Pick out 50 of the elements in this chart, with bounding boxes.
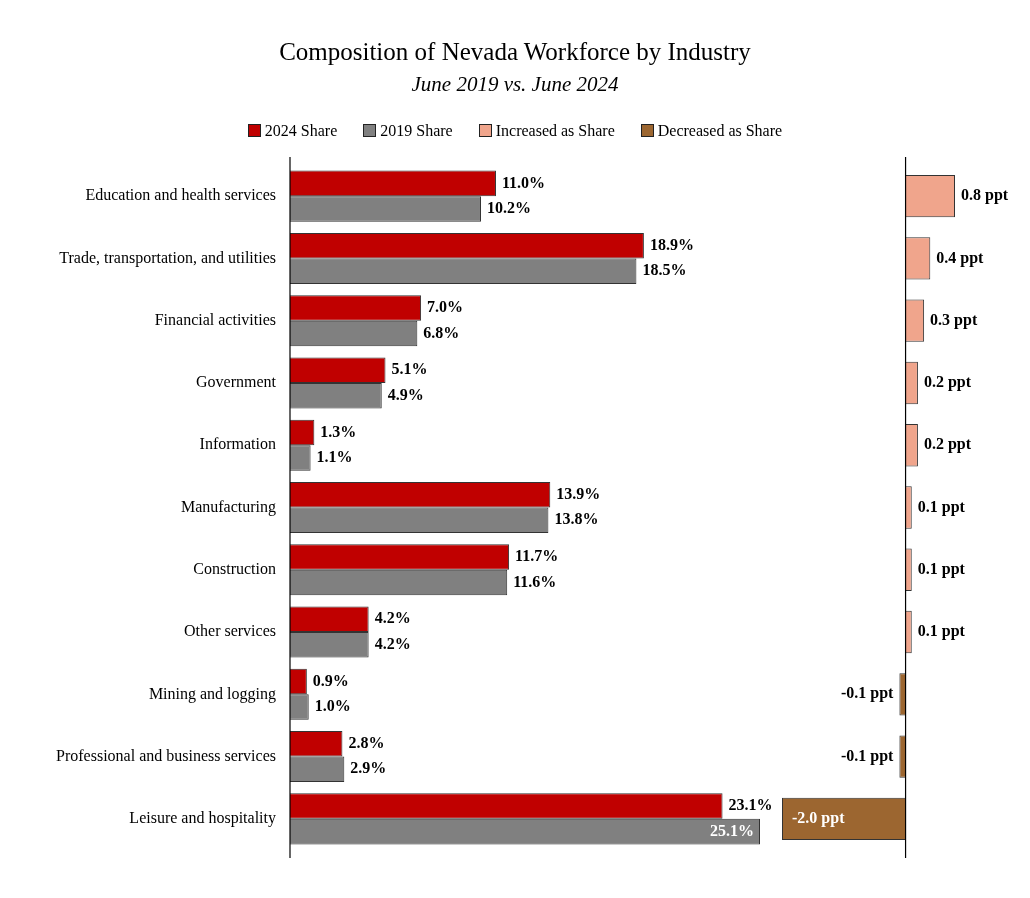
y-tick-label: Manufacturing	[180, 497, 276, 516]
data-label: 0.1 ppt	[917, 622, 966, 641]
data-label: -2.0 ppt	[792, 809, 846, 827]
y-tick-label: Mining and logging	[148, 684, 276, 703]
y-tick-label: Trade, transportation, and utilities	[59, 248, 276, 267]
data-label: -0.1 ppt	[840, 684, 895, 703]
y-tick-label: Education and health services	[85, 186, 276, 204]
data-label: 0.8 ppt	[961, 186, 1009, 205]
data-label: 18.9%	[649, 235, 694, 253]
data-label: 25.1%	[710, 821, 754, 839]
data-label: 4.9%	[387, 385, 424, 403]
y-tick-label: Leisure and hospitality	[129, 809, 276, 828]
chart-subtitle: June 2019 vs. June 2024	[410, 72, 620, 97]
data-label: 10.2%	[487, 199, 531, 217]
legend-label: 2019 Share	[379, 122, 453, 140]
data-label: 0.2 ppt	[923, 373, 972, 392]
y-tick-label: Construction	[193, 559, 276, 577]
data-label: 4.2%	[374, 634, 411, 652]
data-label: 2.9%	[350, 759, 387, 777]
data-label: 11.0%	[501, 173, 546, 191]
data-label: 11.6%	[513, 572, 557, 590]
data-label: 0.1 ppt	[917, 497, 966, 516]
data-label: 4.2%	[374, 609, 411, 627]
y-tick-label: Other services	[184, 622, 276, 640]
data-label: 13.8%	[554, 510, 599, 528]
y-tick-label: Government	[196, 373, 277, 391]
y-tick-label: Information	[199, 435, 276, 453]
data-label: 1.3%	[320, 422, 357, 440]
data-label: 0.3 ppt	[930, 310, 978, 329]
legend-label: 2024 Share	[263, 122, 338, 140]
data-label: 1.0%	[314, 697, 351, 715]
data-label: -0.1 ppt	[840, 746, 895, 765]
data-label: 2.8%	[348, 733, 385, 751]
data-label: 18.5%	[642, 261, 687, 279]
data-label: 13.9%	[556, 484, 601, 502]
chart-title: Composition of Nevada Workforce by Industry	[278, 38, 752, 66]
data-label: 6.8%	[423, 323, 460, 341]
y-tick-label: Professional and business services	[56, 746, 276, 764]
legend-label: Increased as Share	[494, 122, 615, 140]
legend-label: Decreased as Share	[656, 122, 783, 140]
data-label: 11.7%	[515, 547, 559, 565]
data-label: 7.0%	[427, 298, 464, 316]
y-tick-label: Financial activities	[154, 310, 276, 328]
data-label: 0.9%	[312, 671, 349, 689]
data-label: 5.1%	[391, 360, 428, 378]
data-label: 23.1%	[728, 796, 773, 814]
data-label: 0.2 ppt	[923, 435, 972, 454]
data-label: 1.1%	[316, 448, 353, 466]
data-label: 0.1 ppt	[917, 559, 966, 578]
data-label: 0.4 ppt	[936, 248, 985, 267]
